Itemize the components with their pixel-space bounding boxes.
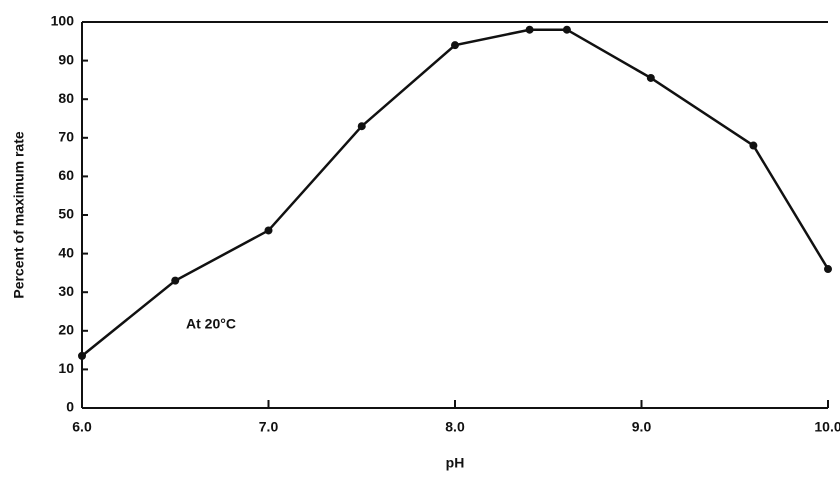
annotation: At 20°C <box>186 316 236 332</box>
x-axis-label: pH <box>446 455 465 471</box>
data-point <box>171 277 179 285</box>
y-tick-label: 10 <box>58 360 74 376</box>
chart: Percent of maximum rate pH 0 10 20 30 40 50 60… <box>0 0 840 474</box>
data-point <box>451 41 459 49</box>
data-point <box>563 26 571 34</box>
y-axis-label: Percent of maximum rate <box>11 131 27 298</box>
x-tick-label: 10.0 <box>814 419 840 435</box>
y-tick-label: 40 <box>58 244 74 260</box>
x-tick-label: 6.0 <box>72 419 92 435</box>
data-point <box>358 122 366 130</box>
x-tick-label: 7.0 <box>259 419 279 435</box>
data-point <box>749 142 757 150</box>
x-tick-label: 9.0 <box>632 419 652 435</box>
data-point <box>647 74 655 82</box>
data-point <box>78 352 86 360</box>
y-tick-label: 80 <box>58 90 74 106</box>
x-tick-label: 8.0 <box>445 419 465 435</box>
data-line <box>82 30 828 356</box>
y-tick-label: 90 <box>58 51 74 67</box>
data-point <box>265 226 273 234</box>
data-point <box>526 26 534 34</box>
data-point <box>824 265 832 273</box>
y-tick-label: 20 <box>58 322 74 338</box>
y-tick-label: 60 <box>58 167 74 183</box>
page: {"chart_data": { "type": "line", "x_labe… <box>0 0 840 474</box>
y-tick-label: 100 <box>51 13 75 29</box>
y-tick-label: 50 <box>58 206 74 222</box>
y-tick-label: 30 <box>58 283 74 299</box>
y-tick-label: 0 <box>66 399 74 415</box>
y-tick-label: 70 <box>58 129 74 145</box>
